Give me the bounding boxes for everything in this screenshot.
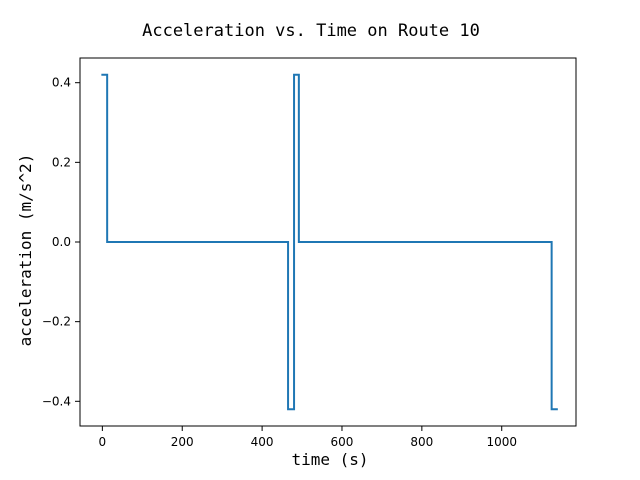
- y-axis-label: acceleration (m/s^2): [16, 154, 35, 347]
- y-tick-label: −0.2: [42, 315, 71, 329]
- x-tick-label: 400: [251, 435, 274, 449]
- x-tick-label: 800: [410, 435, 433, 449]
- plot-area: [79, 57, 577, 427]
- series-line-1: [101, 73, 558, 411]
- x-axis-label: time (s): [291, 450, 368, 469]
- x-tick-label: 600: [331, 435, 354, 449]
- x-tick-label: 200: [171, 435, 194, 449]
- x-tick-label: 1000: [486, 435, 517, 449]
- y-tick-label: 0.4: [52, 76, 71, 90]
- x-tick-label: 0: [99, 435, 107, 449]
- axis-ticks: 0 200 400 600 800 1000 0.4 0.2 0.0 −0.2 −0.4: [42, 76, 517, 449]
- chart-title: Acceleration vs. Time on Route 10: [142, 21, 480, 41]
- y-tick-label: 0.2: [52, 155, 71, 169]
- y-tick-label: −0.4: [42, 394, 71, 408]
- y-tick-label: 0.0: [52, 235, 71, 249]
